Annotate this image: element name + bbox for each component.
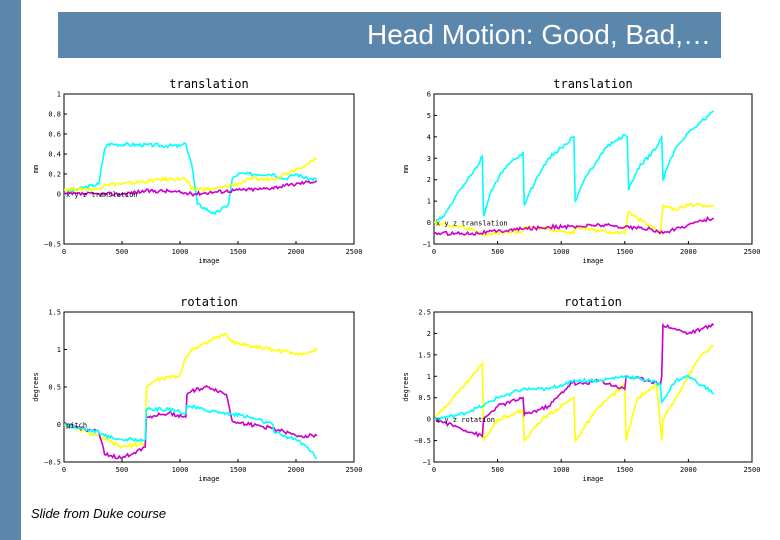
x-tick-label: 1000 — [553, 248, 570, 256]
y-tick-label: −0.5 — [44, 241, 61, 249]
x-tick-label: 1000 — [172, 248, 189, 256]
series-annotation: x y z translation — [66, 191, 138, 199]
y-tick-label: 1 — [427, 198, 431, 206]
x-tick-label: 2000 — [288, 466, 305, 474]
chart-panel-bad-rotation: rotation 0 500 1000 1500 2000 2500 −1 −0.5 0 0.5 1 1… — [402, 295, 761, 483]
x-tick-label: 1500 — [230, 248, 247, 256]
plot-frame — [433, 93, 753, 245]
data-series-line — [434, 216, 715, 236]
y-tick-label: 2 — [427, 176, 431, 184]
y-axis-label: mm — [32, 165, 40, 173]
data-series-line — [64, 158, 317, 193]
x-tick-label: 1000 — [553, 466, 570, 474]
y-tick-label: 2 — [427, 330, 431, 338]
y-tick-label: 6 — [427, 91, 431, 99]
chart-title: translation — [169, 77, 248, 91]
data-series-line — [64, 384, 318, 460]
data-series-line — [434, 345, 714, 443]
x-tick-label: 500 — [491, 466, 504, 474]
x-tick-label: 500 — [116, 248, 129, 256]
y-tick-label: 0 — [57, 421, 61, 429]
y-tick-label: 2.5 — [418, 309, 431, 317]
data-series-line — [64, 141, 318, 216]
x-tick-label: 2000 — [680, 466, 697, 474]
x-tick-label: 2500 — [346, 466, 363, 474]
y-axis-label: mm — [402, 165, 410, 173]
title-banner: Head Motion: Good, Bad,… — [58, 12, 721, 58]
x-tick-label: 500 — [491, 248, 504, 256]
y-tick-label: 1 — [57, 91, 61, 99]
x-axis-label: image — [198, 475, 219, 483]
x-tick-label: 2500 — [744, 248, 761, 256]
y-tick-label: 1 — [57, 346, 61, 354]
data-series-line — [434, 374, 714, 421]
y-tick-label: 0 — [57, 191, 61, 199]
y-tick-label: 0.6 — [48, 131, 61, 139]
x-axis-label: image — [582, 257, 603, 265]
y-tick-label: 5 — [427, 112, 431, 120]
y-tick-label: −0.5 — [414, 437, 431, 445]
chart-title: rotation — [180, 295, 238, 309]
x-tick-label: 2000 — [680, 248, 697, 256]
series-annotation: pitch — [66, 422, 87, 430]
y-tick-label: 0.2 — [48, 171, 61, 179]
y-tick-label: 0.8 — [48, 111, 61, 119]
x-tick-label: 0 — [62, 466, 66, 474]
y-tick-label: −1 — [423, 241, 431, 249]
series-annotation: x y z rotation — [436, 416, 495, 424]
left-accent-bar — [0, 0, 21, 540]
y-tick-label: 0.4 — [48, 151, 61, 159]
y-axis-label: degrees — [32, 372, 40, 402]
x-tick-label: 0 — [432, 248, 436, 256]
plot-frame — [433, 311, 753, 463]
x-tick-label: 1500 — [230, 466, 247, 474]
source-credit: Slide from Duke course — [31, 506, 167, 521]
x-tick-label: 2500 — [346, 248, 363, 256]
slide-title: Head Motion: Good, Bad,… — [367, 19, 711, 50]
y-tick-label: 1 — [427, 373, 431, 381]
chart-title: translation — [553, 77, 632, 91]
x-tick-label: 0 — [62, 248, 66, 256]
plot-frame — [63, 93, 355, 245]
x-axis-label: image — [582, 475, 603, 483]
series-annotation: x y z translation — [436, 220, 508, 228]
x-tick-label: 0 — [432, 466, 436, 474]
x-axis-label: image — [198, 257, 219, 265]
y-tick-label: 1.5 — [418, 351, 431, 359]
x-tick-label: 1500 — [616, 248, 633, 256]
y-tick-label: 0.5 — [418, 394, 431, 402]
y-tick-label: 4 — [427, 133, 431, 141]
chart-title: rotation — [564, 295, 622, 309]
y-tick-label: 1.5 — [48, 309, 61, 317]
y-tick-label: 3 — [427, 155, 431, 163]
x-tick-label: 2000 — [288, 248, 305, 256]
data-series-line — [434, 110, 715, 224]
x-tick-label: 1500 — [616, 466, 633, 474]
x-tick-label: 2500 — [744, 466, 761, 474]
y-axis-label: degrees — [402, 372, 410, 402]
y-tick-label: 0 — [427, 416, 431, 424]
y-tick-label: 0.5 — [48, 384, 61, 392]
y-tick-label: −0.5 — [44, 459, 61, 467]
y-tick-label: 0 — [427, 219, 431, 227]
x-tick-label: 500 — [116, 466, 129, 474]
data-series-line — [64, 180, 318, 198]
data-series-line — [64, 332, 318, 449]
x-tick-label: 1000 — [172, 466, 189, 474]
data-series-line — [64, 404, 318, 460]
y-tick-label: −1 — [423, 459, 431, 467]
